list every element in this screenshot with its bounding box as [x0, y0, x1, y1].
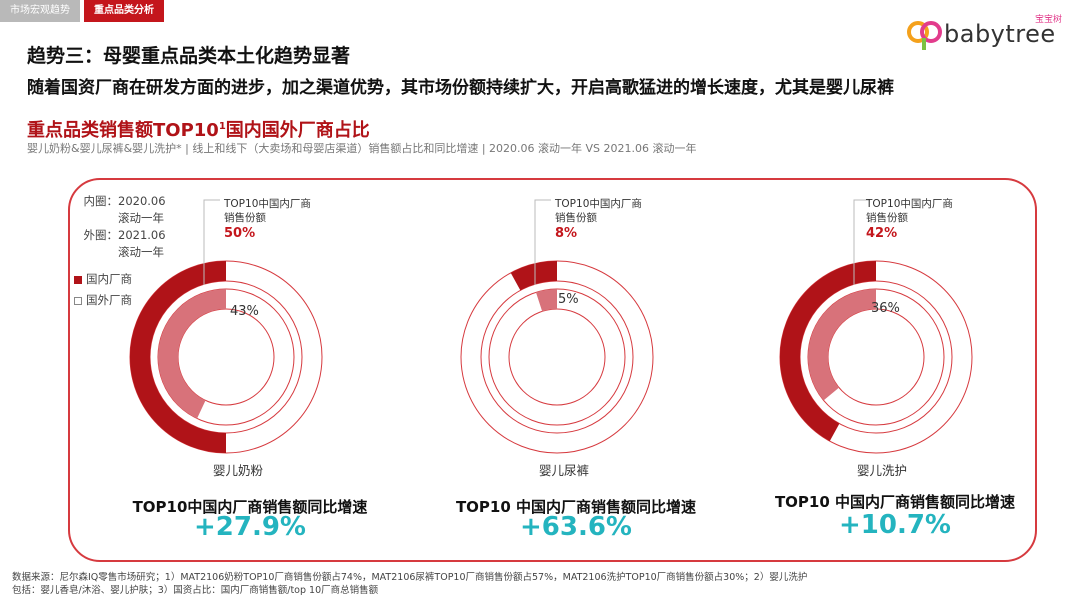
donut-1-outer-domestic-slice: [510, 261, 557, 291]
growth-value-formula: +27.9%: [194, 512, 306, 542]
source-footnote: 数据来源：尼尔森IQ零售市场研究；1）MAT2106奶粉TOP10厂商销售份额占…: [12, 571, 807, 597]
growth-label-formula: TOP10中国内厂商销售额同比增速: [132, 498, 368, 516]
inner-share-diaper: 5%: [558, 292, 579, 307]
chart-title-footnote-mark: 1: [218, 121, 226, 132]
donut-2-outer-domestic-slice: [780, 261, 876, 442]
donut-0-inner-domestic-slice: [158, 289, 226, 419]
category-formula: 婴儿奶粉: [212, 463, 263, 478]
legend-inner-period-a: 2020.06: [118, 194, 166, 208]
growth-value-care: +10.7%: [839, 510, 951, 540]
donut-1-leader-line: [534, 199, 551, 285]
donut-0-outer-domestic-slice: [130, 261, 226, 453]
annotation-formula: TOP10中国内厂商 销售份额 50%: [224, 197, 311, 241]
legend-outer-label: 外圈：: [83, 228, 119, 242]
babytree-logo-icon: [907, 21, 942, 50]
legend-inner-period-b: 滚动一年: [118, 211, 164, 225]
legend-swatch-foreign: [74, 296, 82, 305]
legend-items: 国内厂商 国外厂商: [74, 271, 194, 313]
donut-2-inner-domestic-slice: [808, 289, 876, 401]
legend-item-domestic: 国内厂商: [74, 271, 194, 288]
annotation-diaper-line2: 销售份额: [555, 212, 597, 224]
inner-share-care: 36%: [871, 301, 900, 316]
chart-legend: 内圈： 2020.06 滚动一年 外圈： 2021.06 滚动一年 国内厂商 国…: [74, 193, 166, 307]
outer-share-care: 42%: [866, 226, 898, 241]
donut-1-inner-domestic-slice: [535, 289, 557, 312]
legend-outer-row: 外圈： 2021.06: [80, 227, 166, 244]
annotation-diaper-line1: TOP10中国内厂商: [555, 198, 642, 210]
donut-2-inner-outline-inner: [827, 308, 925, 406]
growth-label-diaper: TOP10 中国内厂商销售额同比增速: [455, 498, 697, 516]
donut-0-inner-outline-inner: [177, 308, 275, 406]
babytree-logo: 宝宝树 babytree: [906, 15, 1066, 52]
page-subtitle: 随着国资厂商在研发方面的进步，加之渠道优势，其市场份额持续扩大，开启高歌猛进的增…: [27, 78, 894, 98]
page-title: 趋势三：母婴重点品类本土化趋势显著: [27, 45, 351, 67]
donut-1-inner-outline-inner: [508, 308, 606, 406]
legend-domestic-label: 国内厂商: [86, 272, 132, 286]
chart-subtitle: 婴儿奶粉&婴儿尿裤&婴儿洗护* | 线上和线下（大卖场和母婴店渠道）销售额占比和…: [27, 142, 697, 155]
growth-label-care: TOP10 中国内厂商销售额同比增速: [774, 493, 1016, 511]
legend-outer-period-a: 2021.06: [118, 228, 166, 242]
section-tabs: 市场宏观趋势 重点品类分析: [0, 0, 164, 22]
legend-outer-row-2: 滚动一年: [80, 244, 166, 261]
legend-inner-row-2: 滚动一年: [80, 210, 166, 227]
inner-share-formula: 43%: [230, 304, 259, 319]
annotation-care-line1: TOP10中国内厂商: [866, 198, 953, 210]
logo-text: babytree: [944, 20, 1056, 48]
footnote-line1: 数据来源：尼尔森IQ零售市场研究；1）MAT2106奶粉TOP10厂商销售份额占…: [12, 572, 808, 583]
outer-share-diaper: 8%: [555, 226, 578, 241]
outer-share-formula: 50%: [224, 226, 256, 241]
chart-title: 重点品类销售额TOP101国内国外厂商占比: [27, 116, 370, 142]
legend-inner-row: 内圈： 2020.06: [80, 193, 166, 210]
donut-0-leader-line: [203, 199, 220, 285]
legend-inner-label: 内圈：: [83, 194, 119, 208]
donut-2-leader-line: [853, 199, 870, 285]
logo-cn-text: 宝宝树: [1034, 15, 1062, 25]
chart-title-main: 重点品类销售额TOP10: [27, 120, 219, 141]
tab-key-category[interactable]: 重点品类分析: [84, 0, 164, 22]
tab-market-trend[interactable]: 市场宏观趋势: [0, 0, 80, 22]
annotation-care-line2: 销售份额: [866, 212, 908, 224]
chart-title-rest: 国内国外厂商占比: [225, 120, 370, 141]
growth-value-diaper: +63.6%: [520, 512, 632, 542]
legend-foreign-label: 国外厂商: [86, 293, 132, 307]
category-care: 婴儿洗护: [856, 463, 907, 478]
legend-swatch-domestic: [74, 275, 82, 284]
footnote-line2: 包括：婴儿香皂/沐浴、婴儿护肤；3）国资占比：国内厂商销售额/top 10厂商总…: [12, 585, 379, 596]
legend-item-foreign: 国外厂商: [74, 292, 194, 309]
chart-panel: [68, 178, 1037, 562]
annotation-formula-line2: 销售份额: [224, 212, 266, 224]
annotation-formula-line1: TOP10中国内厂商: [224, 198, 311, 210]
legend-outer-period-b: 滚动一年: [118, 245, 164, 259]
category-diaper: 婴儿尿裤: [538, 463, 589, 478]
annotation-care: TOP10中国内厂商 销售份额 42%: [866, 197, 953, 241]
annotation-diaper: TOP10中国内厂商 销售份额 8%: [555, 197, 642, 241]
